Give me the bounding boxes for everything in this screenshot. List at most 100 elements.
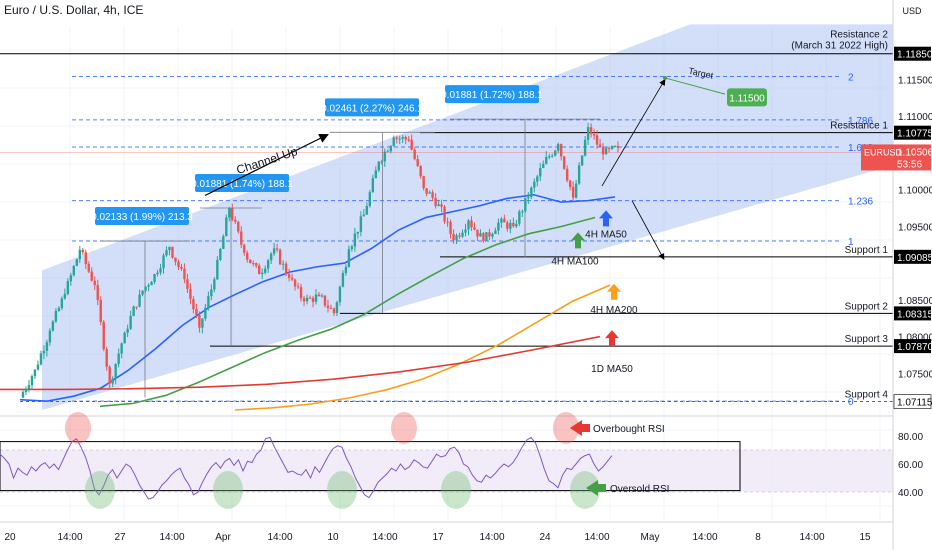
measure-label: 0.02133 (1.99%) 213.3 — [91, 212, 193, 223]
candle-body — [78, 249, 81, 260]
candle-body — [500, 218, 503, 223]
fib-label: 1.236 — [848, 197, 873, 208]
level-price-text: 1.08315 — [897, 309, 932, 320]
target-arrow — [601, 78, 666, 187]
fib-label: 1.618 — [848, 143, 873, 154]
candle-body — [228, 207, 231, 218]
ma-label: 4H MA200 — [590, 305, 638, 316]
last-price: 1.10506 — [897, 147, 932, 158]
x-tick-label: 14:00 — [692, 532, 717, 543]
candle-body — [51, 321, 55, 331]
candle-body — [610, 146, 614, 149]
candle-body — [559, 144, 563, 157]
candle-body — [24, 388, 28, 393]
candle-body — [129, 315, 132, 329]
x-tick-label: 14:00 — [57, 532, 82, 543]
measure-badge — [195, 173, 289, 192]
candle-body — [192, 299, 195, 310]
candle-body — [27, 385, 31, 389]
candle-body — [536, 176, 539, 182]
candlesticks — [0, 122, 893, 399]
candle-body — [210, 289, 213, 297]
candle-body — [395, 137, 398, 139]
level-label: Resistance 2 — [830, 30, 888, 41]
x-tick-label: Apr — [215, 532, 231, 543]
candle-body — [446, 221, 449, 223]
candle-body — [425, 188, 428, 194]
candle-body — [401, 137, 404, 139]
level-sublabel: (March 31 2022 High) — [791, 41, 888, 52]
candle-body — [138, 294, 141, 307]
candle-body — [332, 308, 336, 314]
candle-body — [527, 196, 530, 199]
x-tick-label: 20 — [4, 532, 16, 543]
level-label: Support 2 — [845, 301, 889, 312]
fib-label: 2 — [848, 72, 854, 83]
candle-body — [389, 145, 392, 152]
x-tick-label: 14:00 — [372, 532, 397, 543]
candle-body — [488, 232, 491, 237]
x-tick-label: May — [641, 532, 660, 543]
candle-body — [246, 252, 249, 260]
candle-body — [509, 222, 512, 229]
candle-body — [362, 214, 366, 217]
ma-line-1d-ma50 — [0, 335, 601, 391]
candle-body — [72, 265, 76, 276]
measure-label: 0.01881 (1.72%) 188.1 — [441, 90, 543, 101]
symbol-label: EURUSD — [864, 147, 903, 157]
candle-body — [63, 293, 67, 299]
candle-body — [326, 305, 330, 308]
y-tick-label: 1.11500 — [898, 75, 932, 86]
x-tick-label: 17 — [432, 532, 444, 543]
candle-body — [607, 148, 611, 150]
last-price-tag — [861, 144, 931, 171]
level-price-text: 1.10775 — [897, 129, 932, 140]
candle-body — [311, 298, 315, 302]
candle-body — [174, 257, 177, 262]
candle-body — [428, 192, 431, 194]
candle-body — [126, 328, 129, 333]
candle-body — [320, 295, 324, 297]
candle-body — [371, 178, 375, 193]
ma-line-4h-ma200 — [234, 284, 611, 411]
level-price-tag — [894, 125, 931, 140]
candle-body — [485, 232, 488, 242]
candle-body — [542, 163, 545, 168]
candle-body — [416, 159, 419, 166]
x-tick-label: 14:00 — [799, 532, 824, 543]
y-tick-label: 1.07500 — [898, 369, 932, 380]
candle-body — [30, 376, 34, 386]
candle-body — [141, 290, 144, 295]
measure-badge — [325, 98, 419, 117]
target-badge — [727, 88, 767, 107]
x-tick-label: 15 — [859, 532, 871, 543]
candle-body — [476, 229, 479, 237]
level-price-tag — [894, 249, 931, 264]
candle-body — [60, 298, 64, 309]
candle-body — [290, 277, 294, 280]
target-value: 1.11500 — [729, 93, 765, 104]
candle-body — [171, 246, 174, 258]
candle-body — [413, 149, 416, 160]
candle-body — [234, 219, 237, 222]
candle-body — [296, 286, 300, 288]
candle-body — [213, 279, 216, 290]
candle-body — [21, 392, 25, 398]
candle-body — [153, 274, 156, 282]
candle-body — [335, 302, 339, 314]
candle-body — [269, 253, 273, 261]
candle-body — [108, 366, 111, 384]
candle-body — [338, 286, 342, 303]
x-axis: 20 14:00 27 14:00 Apr 14:00 10 14:00 17 14:00 24 14… — [0, 521, 893, 543]
level-price-text: 1.11850 — [897, 50, 932, 61]
candle-body — [96, 285, 99, 300]
candle-body — [222, 236, 225, 249]
x-tick-label: 27 — [114, 532, 126, 543]
candle-body — [323, 295, 327, 306]
candle-body — [177, 261, 180, 267]
fib-label: 1 — [848, 237, 854, 248]
candle-body — [317, 294, 321, 297]
level-price-tag — [894, 339, 931, 354]
candle-body — [33, 369, 37, 377]
